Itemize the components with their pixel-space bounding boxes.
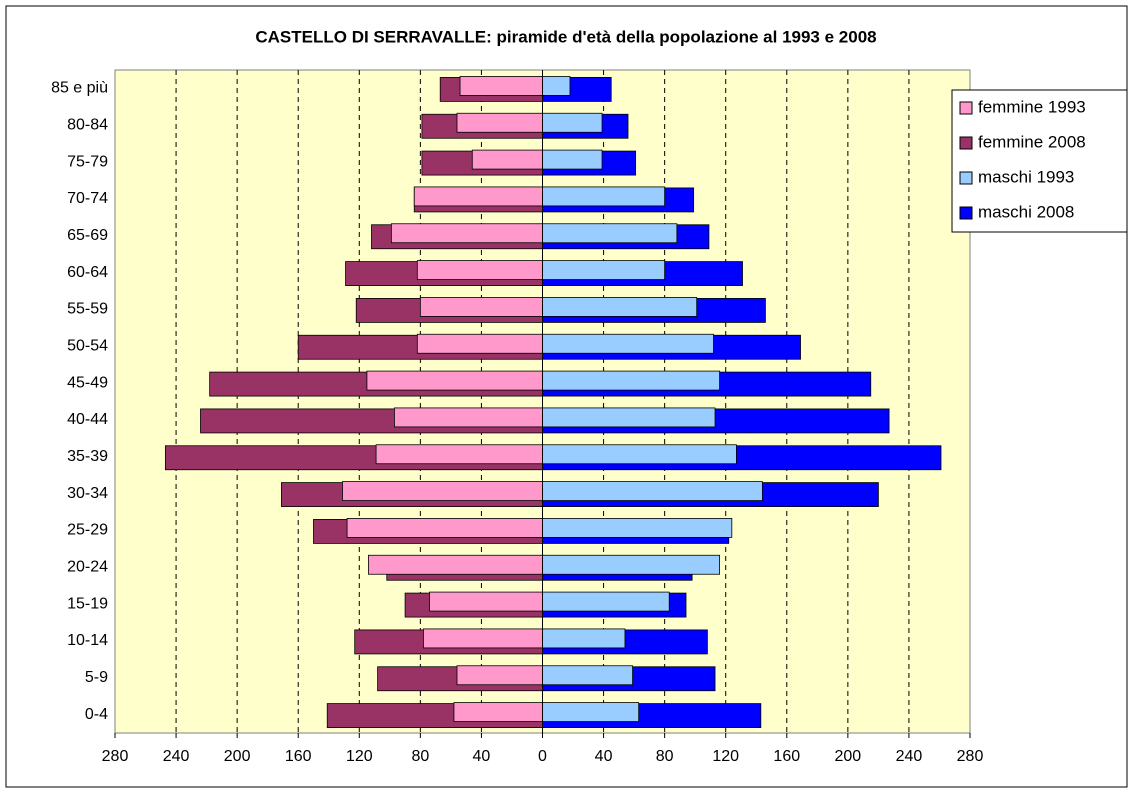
y-tick-label: 0-4	[85, 706, 108, 723]
x-tick-label: 200	[224, 748, 251, 765]
bar	[390, 223, 543, 244]
y-tick-label: 80-84	[67, 116, 108, 133]
x-tick-label: 120	[346, 748, 373, 765]
bar	[429, 591, 543, 612]
y-tick-label: 75-79	[67, 153, 108, 170]
legend-swatch	[959, 206, 973, 220]
x-tick-label: 0	[538, 748, 547, 765]
legend-swatch	[959, 171, 973, 185]
bar	[413, 186, 543, 207]
legend-box	[951, 89, 1128, 233]
legend-label: maschi 2008	[978, 202, 1074, 221]
bar	[542, 186, 666, 207]
bar	[542, 481, 763, 501]
bar	[453, 702, 543, 722]
legend-label: femmine 2008	[978, 132, 1086, 151]
bar	[542, 665, 633, 686]
bar	[542, 149, 603, 170]
bar	[419, 297, 543, 317]
y-tick-label: 10-14	[67, 632, 108, 649]
bar	[423, 628, 543, 649]
bar	[416, 333, 543, 354]
bar	[459, 76, 543, 96]
x-tick-label: 240	[163, 748, 190, 765]
bar	[542, 518, 733, 538]
x-tick-label: 200	[835, 748, 862, 765]
bar	[394, 407, 543, 428]
bar	[456, 112, 543, 133]
bar	[456, 665, 543, 686]
y-tick-label: 55-59	[67, 301, 108, 318]
y-tick-label: 85 e più	[51, 80, 108, 97]
y-tick-label: 45-49	[67, 374, 108, 391]
y-tick-label: 35-39	[67, 448, 108, 465]
legend-swatch	[959, 101, 973, 115]
y-tick-label: 25-29	[67, 522, 108, 539]
x-tick-label: 40	[473, 748, 491, 765]
y-tick-label: 30-34	[67, 485, 108, 502]
x-tick-label: 280	[102, 748, 129, 765]
y-tick-label: 5-9	[85, 669, 108, 686]
bar	[542, 591, 670, 612]
y-tick-label: 60-64	[67, 264, 108, 281]
x-tick-label: 240	[896, 748, 923, 765]
y-tick-label: 70-74	[67, 190, 108, 207]
bar	[366, 370, 543, 391]
x-tick-label: 80	[411, 748, 429, 765]
bar	[542, 702, 640, 722]
x-tick-label: 160	[285, 748, 312, 765]
x-tick-label: 120	[712, 748, 739, 765]
legend-swatch	[959, 136, 973, 150]
bar	[542, 223, 678, 244]
bar	[542, 628, 626, 649]
y-tick-label: 40-44	[67, 411, 108, 428]
chart-title: CASTELLO DI SERRAVALLE: piramide d'età d…	[255, 27, 876, 46]
bar	[542, 297, 698, 317]
bar	[342, 481, 543, 501]
x-tick-label: 280	[957, 748, 984, 765]
bar	[542, 76, 571, 96]
x-tick-label: 40	[595, 748, 613, 765]
x-tick-label: 80	[656, 748, 674, 765]
y-tick-label: 65-69	[67, 227, 108, 244]
bar	[542, 444, 737, 465]
y-tick-label: 20-24	[67, 558, 108, 575]
bar	[542, 554, 721, 575]
bar	[416, 260, 543, 280]
x-tick-label: 160	[773, 748, 800, 765]
bar	[375, 444, 543, 465]
bar	[368, 554, 543, 575]
bar	[471, 149, 543, 170]
legend-label: femmine 1993	[978, 97, 1086, 116]
bar	[542, 407, 716, 428]
bar	[542, 370, 721, 391]
bar	[346, 518, 543, 538]
bar	[542, 260, 666, 280]
bar	[542, 112, 603, 133]
y-tick-label: 50-54	[67, 337, 108, 354]
legend-label: maschi 1993	[978, 167, 1074, 186]
y-tick-label: 15-19	[67, 595, 108, 612]
bar	[542, 333, 714, 354]
